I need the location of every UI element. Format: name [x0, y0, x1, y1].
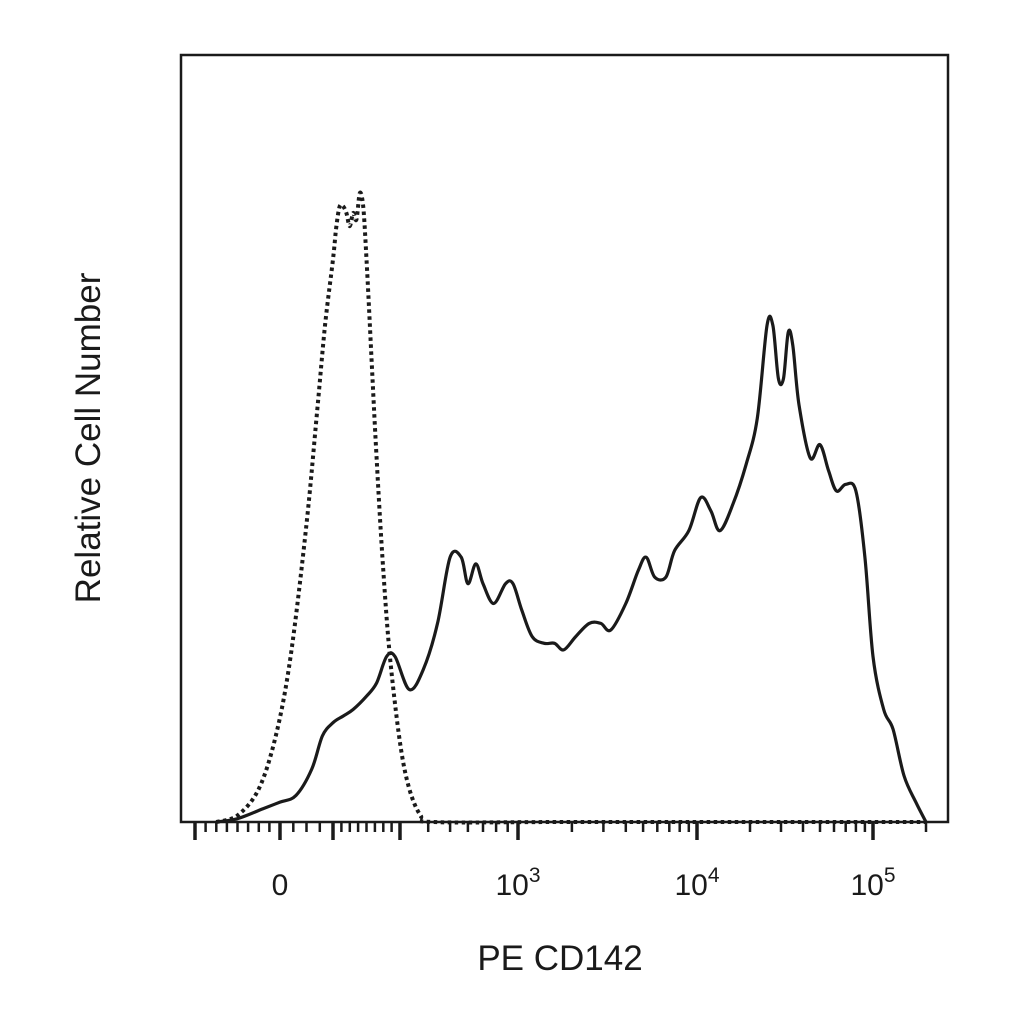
plot-frame [179, 53, 950, 824]
x-axis-major-ticks [193, 822, 875, 840]
x-tick-label: 103 [495, 864, 540, 902]
x-tick-label: 105 [850, 864, 895, 902]
x-axis-title: PE CD142 [477, 939, 642, 978]
x-axis-tick-labels: 0 103 104 105 [272, 864, 896, 902]
x-tick-label: 0 [272, 869, 289, 902]
y-axis-title: Relative Cell Number [69, 272, 108, 603]
cd142-stained-histogram-line [216, 314, 928, 824]
x-tick-label: 104 [674, 864, 719, 902]
isotype-control-histogram-line [215, 190, 926, 825]
